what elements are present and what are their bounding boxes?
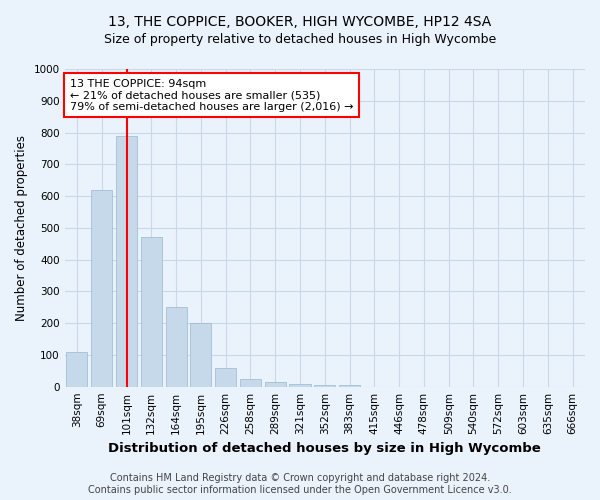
Text: Contains HM Land Registry data © Crown copyright and database right 2024.
Contai: Contains HM Land Registry data © Crown c…	[88, 474, 512, 495]
Bar	[240, 378, 261, 386]
Bar	[289, 384, 311, 386]
Bar	[265, 382, 286, 386]
Bar	[166, 308, 187, 386]
Y-axis label: Number of detached properties: Number of detached properties	[15, 135, 28, 321]
Bar	[339, 385, 360, 386]
Bar	[190, 323, 211, 386]
Text: Size of property relative to detached houses in High Wycombe: Size of property relative to detached ho…	[104, 32, 496, 46]
Bar	[67, 352, 88, 386]
Bar	[141, 238, 162, 386]
Bar	[314, 385, 335, 386]
Bar	[91, 190, 112, 386]
Bar	[116, 136, 137, 386]
Text: 13, THE COPPICE, BOOKER, HIGH WYCOMBE, HP12 4SA: 13, THE COPPICE, BOOKER, HIGH WYCOMBE, H…	[109, 15, 491, 29]
Bar	[215, 368, 236, 386]
X-axis label: Distribution of detached houses by size in High Wycombe: Distribution of detached houses by size …	[109, 442, 541, 455]
Text: 13 THE COPPICE: 94sqm
← 21% of detached houses are smaller (535)
79% of semi-det: 13 THE COPPICE: 94sqm ← 21% of detached …	[70, 78, 353, 112]
